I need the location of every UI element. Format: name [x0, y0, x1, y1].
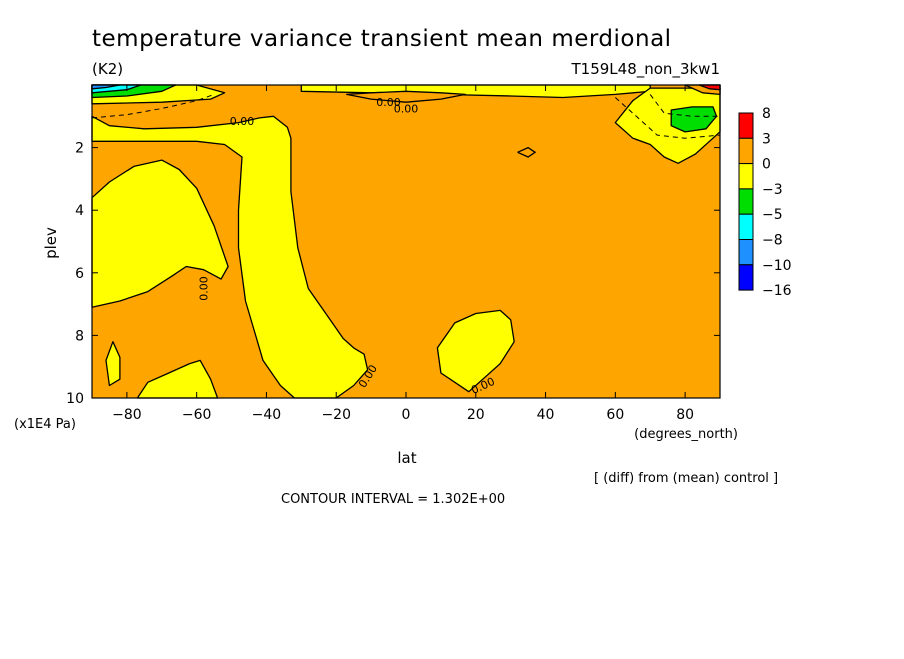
colorbar-swatch	[738, 239, 754, 266]
colorbar-swatch	[738, 163, 754, 190]
contour-label: 0.00	[376, 96, 401, 109]
x-tick-label: 80	[676, 407, 694, 423]
x-tick-label: −60	[182, 407, 212, 423]
x-axis-ticks: −80 −60 −40 −20 0 20 40 60 80	[112, 85, 694, 423]
y-axis-ticks: 2 4 6 8 10	[66, 141, 720, 407]
x-tick-label: 20	[467, 407, 485, 423]
colorbar-label: −3	[762, 182, 783, 198]
y-tick-label: 10	[66, 391, 84, 407]
colorbar-swatch	[738, 213, 754, 240]
contour-line-cut-off-ring	[517, 146, 537, 158]
colorbar-label: −16	[762, 283, 792, 299]
x-tick-label: −20	[321, 407, 351, 423]
colorbar-label: −5	[762, 207, 783, 223]
contour-label: 0.00	[198, 276, 211, 301]
colorbar-swatch	[738, 264, 754, 291]
x-tick-label: −80	[112, 407, 142, 423]
contour-region-south-polar-lower-lobe	[91, 159, 229, 308]
colorbar-label: −10	[762, 258, 792, 274]
x-axis-units: (degrees_north)	[634, 427, 738, 442]
colorbar-swatch	[738, 137, 754, 165]
contour-label: 0.00	[230, 115, 255, 128]
colorbar-label: 3	[762, 131, 771, 147]
y-axis-label: plev	[42, 227, 60, 259]
colorbar-swatch	[738, 188, 754, 215]
contour-region-southern-midlat-band	[91, 115, 369, 399]
x-tick-label: 40	[537, 407, 555, 423]
dashed-contour-north-dashed-inner	[649, 94, 720, 117]
footer-note: [ (diff) from (mean) control ]	[594, 471, 778, 486]
x-tick-label: 60	[606, 407, 624, 423]
contour-region-south-surface-blob	[136, 359, 219, 399]
contour-region-northern-tropical-blob	[436, 309, 515, 393]
contour-region-north-polar-core	[670, 106, 718, 133]
x-tick-label: −40	[252, 407, 282, 423]
contour-region-south-polar-small-blob	[105, 341, 121, 387]
y-axis-units: (x1E4 Pa)	[14, 417, 76, 432]
contour-label: 0.00	[394, 102, 419, 115]
colorbar-label: −8	[762, 233, 783, 249]
y-tick-label: 2	[75, 141, 84, 157]
dashed-contour-north-dashed-outer	[614, 97, 721, 139]
chart-title: temperature variance transient mean merd…	[92, 26, 672, 52]
colorbar-label: 0	[762, 157, 771, 173]
y-tick-label: 8	[75, 328, 84, 344]
y-tick-label: 4	[75, 203, 84, 219]
x-tick-label: 0	[402, 407, 411, 423]
contour-interval: CONTOUR INTERVAL = 1.302E+00	[281, 492, 505, 507]
plot-area	[91, 84, 721, 399]
colorbar: 8 3 0 −3 −5 −8 −10 −16	[738, 106, 792, 299]
colorbar-swatch	[738, 112, 754, 139]
chart-units: (K2)	[92, 60, 123, 78]
dashed-contour-south-dashed	[91, 93, 215, 119]
contour-region-top-equatorial-center	[346, 90, 466, 103]
run-label: T159L48_non_3kw1	[571, 60, 720, 79]
x-axis-label: lat	[397, 449, 416, 467]
y-tick-label: 6	[75, 266, 84, 282]
colorbar-label: 8	[762, 106, 771, 122]
